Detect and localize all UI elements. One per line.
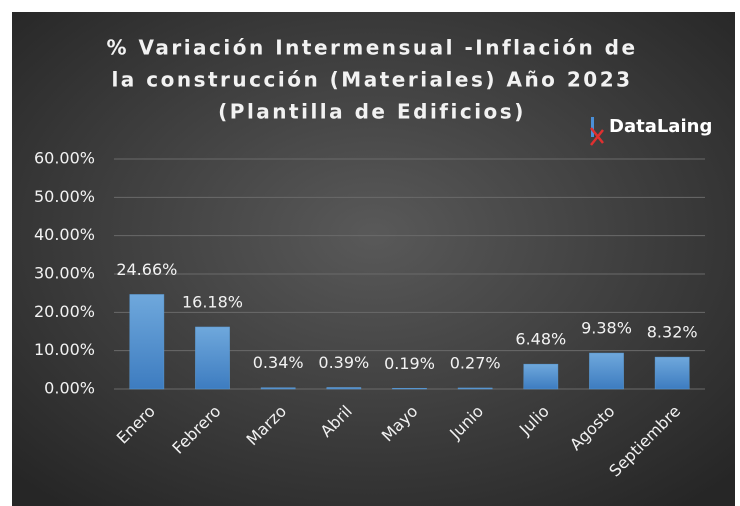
data-label: 0.34%: [253, 353, 304, 372]
data-label: 0.39%: [318, 353, 369, 372]
bar: [654, 356, 690, 390]
data-label: 24.66%: [116, 260, 177, 279]
y-tick-label: 60.00%: [34, 149, 95, 168]
data-label: 8.32%: [647, 323, 698, 342]
bar: [260, 387, 296, 390]
bar: [589, 352, 624, 390]
chart-title: la construcción (Materiales) Año 2023: [111, 68, 632, 92]
data-label: 16.18%: [182, 292, 243, 311]
data-label: 9.38%: [581, 319, 632, 338]
y-tick-label: 30.00%: [34, 264, 95, 283]
data-label: 0.19%: [384, 354, 435, 373]
chart-title: % Variación Intermensual -Inflación de: [106, 36, 637, 60]
y-tick-label: 0.00%: [44, 379, 95, 398]
logo-icon: [590, 127, 604, 146]
logo-icon: [591, 117, 594, 137]
y-tick-label: 20.00%: [34, 302, 95, 321]
chart-title: (Plantilla de Edificios): [218, 100, 526, 124]
bar: [523, 363, 559, 390]
y-tick-label: 10.00%: [34, 340, 95, 359]
chart-background: [12, 12, 735, 506]
logo: DataLaing: [609, 116, 712, 137]
data-label: 0.27%: [450, 353, 501, 372]
y-tick-label: 50.00%: [34, 187, 95, 206]
bar: [129, 294, 165, 390]
bar: [392, 388, 427, 390]
bar: [457, 387, 493, 390]
bar: [326, 387, 362, 390]
data-label: 6.48%: [515, 330, 566, 349]
y-tick-label: 40.00%: [34, 225, 95, 244]
bar: [195, 326, 230, 390]
